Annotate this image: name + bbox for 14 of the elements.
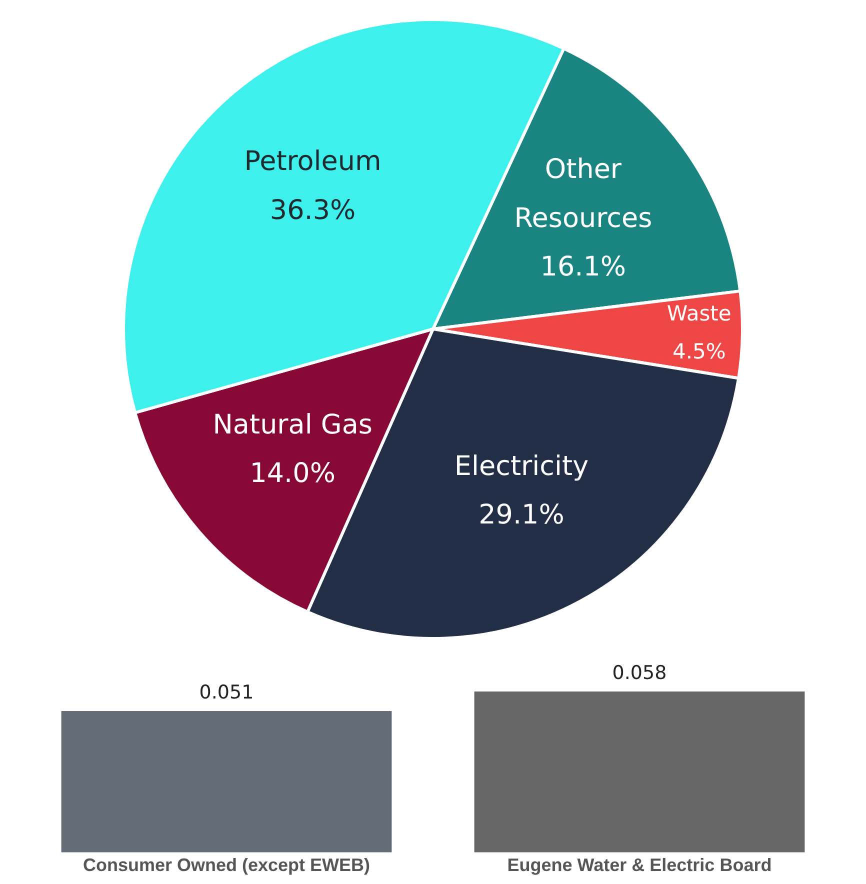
data-label: 29.1% [478, 500, 564, 531]
slice-label: Electricity [454, 450, 589, 482]
x-tick-label: Eugene Water & Electric Board [507, 855, 772, 876]
data-label: 16.1% [540, 251, 626, 282]
data-label: 14.0% [250, 458, 336, 489]
slice-label: Petroleum [244, 146, 382, 178]
data-label: 4.5% [672, 339, 726, 364]
data-label: 0.058 [612, 662, 667, 684]
x-tick-label: Consumer Owned (except EWEB) [82, 855, 370, 876]
slice-label: Other Resources [514, 154, 652, 234]
data-label: 36.3% [270, 194, 356, 226]
data-label: 0.051 [199, 681, 254, 704]
slice-label: Natural Gas [212, 409, 372, 440]
slice-label: Waste [666, 301, 732, 326]
